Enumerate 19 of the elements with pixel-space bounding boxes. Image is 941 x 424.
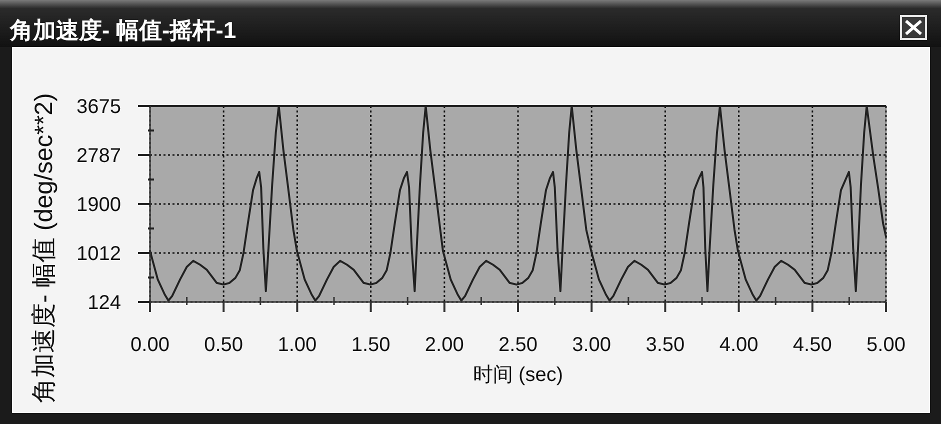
x-axis-title: 时间 (sec) — [473, 364, 563, 386]
x-tick-label: 3.00 — [572, 334, 612, 356]
y-tick-label: 124 — [88, 292, 121, 314]
x-tick-label: 4.50 — [792, 334, 832, 356]
x-tick-label: 0.00 — [130, 334, 170, 356]
x-tick-label: 1.50 — [351, 334, 390, 356]
x-tick-label: 2.00 — [424, 334, 464, 356]
x-tick-label: 2.50 — [498, 334, 538, 356]
chart-title: 角加速度- 幅值-摇杆-1 — [9, 17, 236, 43]
x-tick-label: 0.50 — [204, 334, 244, 356]
x-tick-label: 1.00 — [278, 334, 317, 356]
x-tick-label: 5.00 — [866, 334, 906, 356]
y-axis-title: 角加速度- 幅值 (deg/sec**2) — [30, 93, 58, 403]
y-tick-label: 3675 — [76, 96, 121, 118]
y-tick-label: 1012 — [76, 243, 121, 266]
x-tick-label: 4.00 — [719, 334, 758, 356]
y-tick-label: 1900 — [76, 194, 121, 216]
x-tick-label: 3.50 — [646, 334, 685, 356]
y-tick-label: 2787 — [76, 145, 121, 168]
